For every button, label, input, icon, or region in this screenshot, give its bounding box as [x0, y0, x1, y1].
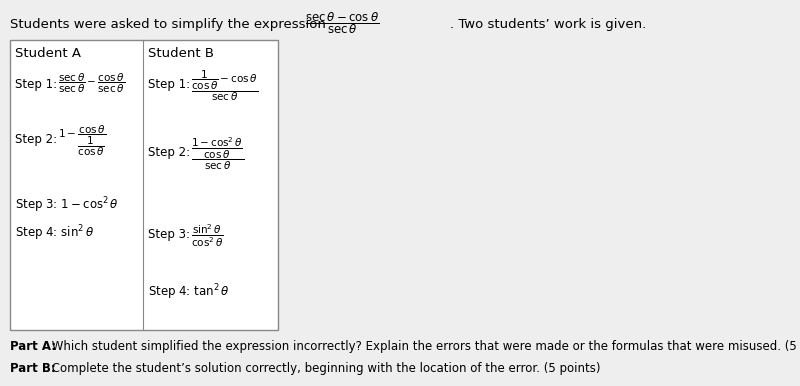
Text: Complete the student’s solution correctly, beginning with the location of the er: Complete the student’s solution correctl… [48, 362, 601, 375]
Text: $\dfrac{\sec\theta}{\sec\theta} - \dfrac{\cos\theta}{\sec\theta}$: $\dfrac{\sec\theta}{\sec\theta} - \dfrac… [58, 72, 125, 95]
Text: Step 3: $1 - \cos^2\theta$: Step 3: $1 - \cos^2\theta$ [15, 195, 119, 215]
Text: Step 1:: Step 1: [148, 78, 190, 91]
Text: Part A:: Part A: [10, 340, 56, 353]
Text: Which student simplified the expression incorrectly? Explain the errors that wer: Which student simplified the expression … [48, 340, 800, 353]
Text: Students were asked to simplify the expression: Students were asked to simplify the expr… [10, 18, 326, 31]
Text: Step 4: $\sin^2\theta$: Step 4: $\sin^2\theta$ [15, 223, 94, 242]
Text: $\dfrac{\sin^2\theta}{\cos^2\theta}$: $\dfrac{\sin^2\theta}{\cos^2\theta}$ [191, 222, 223, 249]
Text: Step 2:: Step 2: [148, 146, 190, 159]
Bar [10, 40, 278, 330]
Text: Step 2:: Step 2: [15, 133, 57, 146]
Text: $\dfrac{\dfrac{1}{\cos\theta} - \cos\theta}{\sec\theta}$: $\dfrac{\dfrac{1}{\cos\theta} - \cos\the… [191, 68, 258, 103]
Text: Step 1:: Step 1: [15, 78, 57, 91]
Text: Step 3:: Step 3: [148, 228, 190, 241]
Text: . Two students’ work is given.: . Two students’ work is given. [450, 18, 646, 31]
Text: Part B:: Part B: [10, 362, 56, 375]
Text: $\dfrac{\sec\theta - \cos\theta}{\sec\theta}$: $\dfrac{\sec\theta - \cos\theta}{\sec\th… [305, 10, 379, 36]
Text: $1 - \dfrac{\cos\theta}{\dfrac{1}{\cos\theta}}$: $1 - \dfrac{\cos\theta}{\dfrac{1}{\cos\t… [58, 123, 106, 157]
Text: $\dfrac{\dfrac{1-\cos^2\theta}{\cos\theta}}{\sec\theta}$: $\dfrac{\dfrac{1-\cos^2\theta}{\cos\thet… [191, 136, 244, 172]
Text: Student B: Student B [148, 47, 214, 60]
Text: Student A: Student A [15, 47, 81, 60]
Text: Step 4: $\tan^2\theta$: Step 4: $\tan^2\theta$ [148, 282, 230, 301]
